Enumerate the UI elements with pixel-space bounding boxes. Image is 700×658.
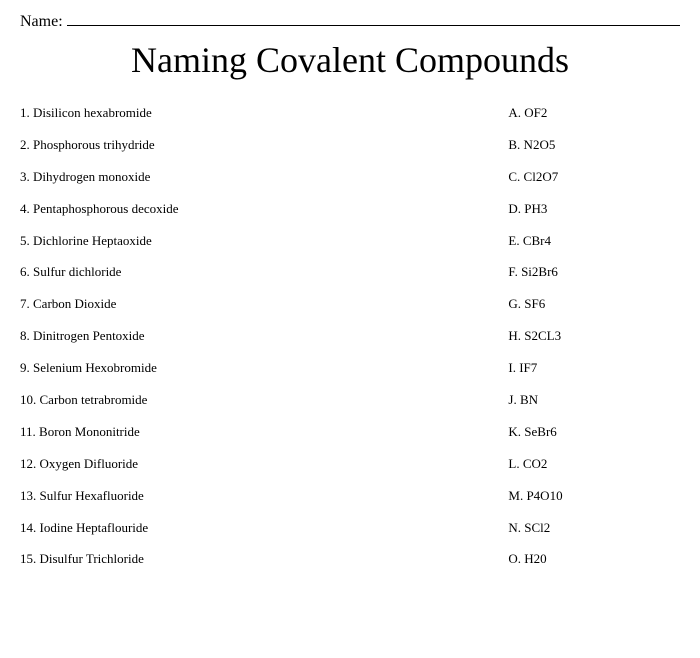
list-item: 9. Selenium Hexobromide: [20, 360, 508, 377]
list-item: 6. Sulfur dichloride: [20, 264, 508, 281]
list-item: 10. Carbon tetrabromide: [20, 392, 508, 409]
list-item: 12. Oxygen Difluoride: [20, 456, 508, 473]
list-item: M. P4O10: [508, 488, 680, 505]
list-item: 4. Pentaphosphorous decoxide: [20, 201, 508, 218]
page-title: Naming Covalent Compounds: [20, 39, 680, 81]
list-item: C. Cl2O7: [508, 169, 680, 186]
list-item: 8. Dinitrogen Pentoxide: [20, 328, 508, 345]
list-item: O. H20: [508, 551, 680, 568]
list-item: H. S2CL3: [508, 328, 680, 345]
list-item: 13. Sulfur Hexafluoride: [20, 488, 508, 505]
list-item: E. CBr4: [508, 233, 680, 250]
name-underline: [67, 10, 680, 26]
list-item: G. SF6: [508, 296, 680, 313]
list-item: 5. Dichlorine Heptaoxide: [20, 233, 508, 250]
list-item: A. OF2: [508, 105, 680, 122]
list-item: D. PH3: [508, 201, 680, 218]
name-field: Name:: [20, 10, 680, 31]
list-item: 2. Phosphorous trihydride: [20, 137, 508, 154]
list-item: 15. Disulfur Trichloride: [20, 551, 508, 568]
list-item: 14. Iodine Heptaflouride: [20, 520, 508, 537]
list-item: 1. Disilicon hexabromide: [20, 105, 508, 122]
list-item: 7. Carbon Dioxide: [20, 296, 508, 313]
list-item: 11. Boron Mononitride: [20, 424, 508, 441]
list-item: K. SeBr6: [508, 424, 680, 441]
list-item: F. Si2Br6: [508, 264, 680, 281]
list-item: L. CO2: [508, 456, 680, 473]
name-label: Name:: [20, 13, 63, 31]
worksheet-content: 1. Disilicon hexabromide 2. Phosphorous …: [20, 105, 680, 583]
list-item: I. IF7: [508, 360, 680, 377]
list-item: B. N2O5: [508, 137, 680, 154]
answers-column: A. OF2 B. N2O5 C. Cl2O7 D. PH3 E. CBr4 F…: [508, 105, 680, 583]
list-item: 3. Dihydrogen monoxide: [20, 169, 508, 186]
list-item: J. BN: [508, 392, 680, 409]
questions-column: 1. Disilicon hexabromide 2. Phosphorous …: [20, 105, 508, 583]
list-item: N. SCl2: [508, 520, 680, 537]
